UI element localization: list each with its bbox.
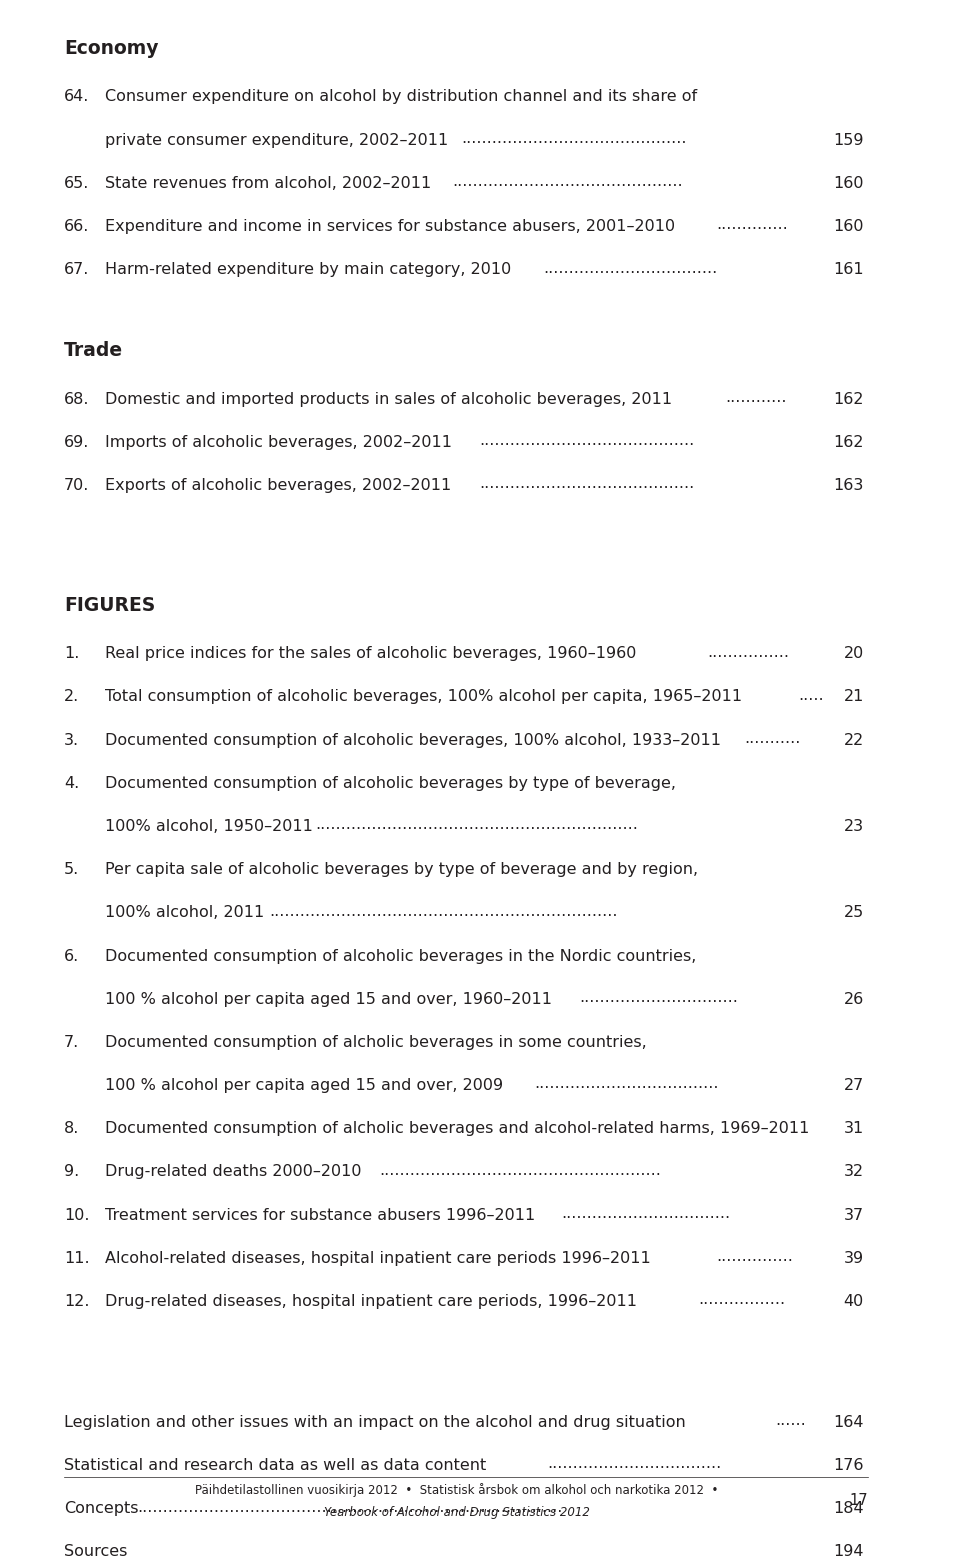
Text: 160: 160: [833, 219, 864, 233]
Text: Drug-related deaths 2000–2010: Drug-related deaths 2000–2010: [105, 1164, 367, 1179]
Text: 176: 176: [833, 1458, 864, 1474]
Text: ............................................: ........................................…: [461, 131, 686, 146]
Text: Exports of alcoholic beverages, 2002–2011: Exports of alcoholic beverages, 2002–201…: [105, 478, 451, 493]
Text: 100 % alcohol per capita aged 15 and over, 2009: 100 % alcohol per capita aged 15 and ove…: [105, 1078, 503, 1092]
Text: Per capita sale of alcoholic beverages by type of beverage and by region,: Per capita sale of alcoholic beverages b…: [105, 862, 698, 878]
Text: ...............: ...............: [716, 1249, 793, 1263]
Text: Economy: Economy: [64, 39, 158, 58]
Text: 100 % alcohol per capita aged 15 and over, 1960–2011: 100 % alcohol per capita aged 15 and ove…: [105, 991, 552, 1007]
Text: Sources: Sources: [64, 1544, 132, 1556]
Text: .................: .................: [698, 1293, 785, 1307]
Text: 22: 22: [844, 733, 864, 748]
Text: 8.: 8.: [64, 1122, 80, 1136]
Text: .....: .....: [799, 688, 825, 703]
Text: 26: 26: [844, 991, 864, 1007]
Text: ............: ............: [726, 391, 787, 405]
Text: 184: 184: [833, 1502, 864, 1516]
Text: 68.: 68.: [64, 392, 89, 406]
Text: Documented consumption of alcoholic beverages, 100% alcohol, 1933–2011: Documented consumption of alcoholic beve…: [105, 733, 721, 748]
Text: 10.: 10.: [64, 1207, 89, 1223]
Text: .............................................: ........................................…: [452, 174, 683, 190]
Text: ................: ................: [708, 644, 789, 660]
Text: ...........: ...........: [744, 731, 801, 747]
Text: Concepts: Concepts: [64, 1502, 138, 1516]
Text: 25: 25: [844, 906, 864, 920]
Text: ......: ......: [776, 1413, 806, 1428]
Text: 69.: 69.: [64, 434, 89, 450]
Text: private consumer expenditure, 2002–2011: private consumer expenditure, 2002–2011: [105, 132, 448, 148]
Text: ................................................................................: ........................................…: [137, 1542, 563, 1556]
Text: ..........................................: ........................................…: [479, 476, 694, 492]
Text: 161: 161: [833, 261, 864, 277]
Text: ...............................................................: ........................................…: [315, 817, 637, 832]
Text: 163: 163: [833, 478, 864, 493]
Text: Expenditure and income in services for substance abusers, 2001–2010: Expenditure and income in services for s…: [105, 219, 675, 233]
Text: Imports of alcoholic beverages, 2002–2011: Imports of alcoholic beverages, 2002–201…: [105, 434, 452, 450]
Text: 194: 194: [833, 1544, 864, 1556]
Text: Domestic and imported products in sales of alcoholic beverages, 2011: Domestic and imported products in sales …: [105, 392, 672, 406]
Text: ..................................: ..................................: [547, 1456, 722, 1472]
Text: ...............................: ...............................: [580, 990, 738, 1005]
Text: 67.: 67.: [64, 261, 89, 277]
Text: Documented consumption of alcoholic beverages in the Nordic countries,: Documented consumption of alcoholic beve…: [105, 949, 697, 963]
Text: .......................................................: ........................................…: [379, 1162, 660, 1178]
Text: Documented consumption of alcholic beverages in some countries,: Documented consumption of alcholic bever…: [105, 1035, 647, 1050]
Text: 39: 39: [844, 1251, 864, 1265]
Text: 23: 23: [844, 818, 864, 834]
Text: Yearbook of Alcohol and Drug Statistics 2012: Yearbook of Alcohol and Drug Statistics …: [324, 1506, 590, 1519]
Text: 20: 20: [844, 646, 864, 661]
Text: 27: 27: [844, 1078, 864, 1092]
Text: 6.: 6.: [64, 949, 80, 963]
Text: 160: 160: [833, 176, 864, 191]
Text: ..........................................: ........................................…: [479, 433, 694, 448]
Text: Real price indices for the sales of alcoholic beverages, 1960–1960: Real price indices for the sales of alco…: [105, 646, 636, 661]
Text: Treatment services for substance abusers 1996–2011: Treatment services for substance abusers…: [105, 1207, 536, 1223]
Text: Legislation and other issues with an impact on the alcohol and drug situation: Legislation and other issues with an imp…: [64, 1414, 691, 1430]
Text: State revenues from alcohol, 2002–2011: State revenues from alcohol, 2002–2011: [105, 176, 431, 191]
Text: ....................................................................: ........................................…: [270, 904, 618, 918]
Text: 21: 21: [844, 689, 864, 705]
Text: Drug-related diseases, hospital inpatient care periods, 1996–2011: Drug-related diseases, hospital inpatien…: [105, 1295, 637, 1309]
Text: 162: 162: [833, 392, 864, 406]
Text: 100% alcohol, 1950–2011: 100% alcohol, 1950–2011: [105, 818, 313, 834]
Text: 12.: 12.: [64, 1295, 89, 1309]
Text: 31: 31: [844, 1122, 864, 1136]
Text: Statistical and research data as well as data content: Statistical and research data as well as…: [64, 1458, 486, 1474]
Text: 32: 32: [844, 1164, 864, 1179]
Text: 1.: 1.: [64, 646, 80, 661]
Text: 37: 37: [844, 1207, 864, 1223]
Text: 100% alcohol, 2011: 100% alcohol, 2011: [105, 906, 264, 920]
Text: 164: 164: [833, 1414, 864, 1430]
Text: 40: 40: [844, 1295, 864, 1309]
Text: Harm-related expenditure by main category, 2010: Harm-related expenditure by main categor…: [105, 261, 516, 277]
Text: 17: 17: [850, 1492, 869, 1508]
Text: Päihdetilastollinen vuosikirja 2012  •  Statistisk årsbok om alkohol och narkoti: Päihdetilastollinen vuosikirja 2012 • St…: [195, 1483, 719, 1497]
Text: 3.: 3.: [64, 733, 79, 748]
Text: Documented consumption of alcoholic beverages by type of beverage,: Documented consumption of alcoholic beve…: [105, 776, 676, 790]
Text: 70.: 70.: [64, 478, 89, 493]
Text: ....................................: ....................................: [534, 1077, 718, 1091]
Text: Trade: Trade: [64, 341, 123, 359]
Text: 5.: 5.: [64, 862, 80, 878]
Text: Consumer expenditure on alcohol by distribution channel and its share of: Consumer expenditure on alcohol by distr…: [105, 89, 697, 104]
Text: ..................................: ..................................: [543, 260, 717, 275]
Text: 7.: 7.: [64, 1035, 80, 1050]
Text: 9.: 9.: [64, 1164, 80, 1179]
Text: 66.: 66.: [64, 219, 89, 233]
Text: Documented consumption of alcholic beverages and alcohol-related harms, 1969–201: Documented consumption of alcholic bever…: [105, 1122, 809, 1136]
Text: ................................................................................: ........................................…: [137, 1500, 563, 1514]
Text: 2.: 2.: [64, 689, 80, 705]
Text: Alcohol-related diseases, hospital inpatient care periods 1996–2011: Alcohol-related diseases, hospital inpat…: [105, 1251, 651, 1265]
Text: 65.: 65.: [64, 176, 89, 191]
Text: Total consumption of alcoholic beverages, 100% alcohol per capita, 1965–2011: Total consumption of alcoholic beverages…: [105, 689, 742, 705]
Text: 4.: 4.: [64, 776, 80, 790]
Text: ..............: ..............: [716, 218, 788, 232]
Text: 64.: 64.: [64, 89, 89, 104]
Text: 162: 162: [833, 434, 864, 450]
Text: FIGURES: FIGURES: [64, 596, 156, 615]
Text: 11.: 11.: [64, 1251, 89, 1265]
Text: 159: 159: [833, 132, 864, 148]
Text: .................................: .................................: [562, 1206, 731, 1221]
